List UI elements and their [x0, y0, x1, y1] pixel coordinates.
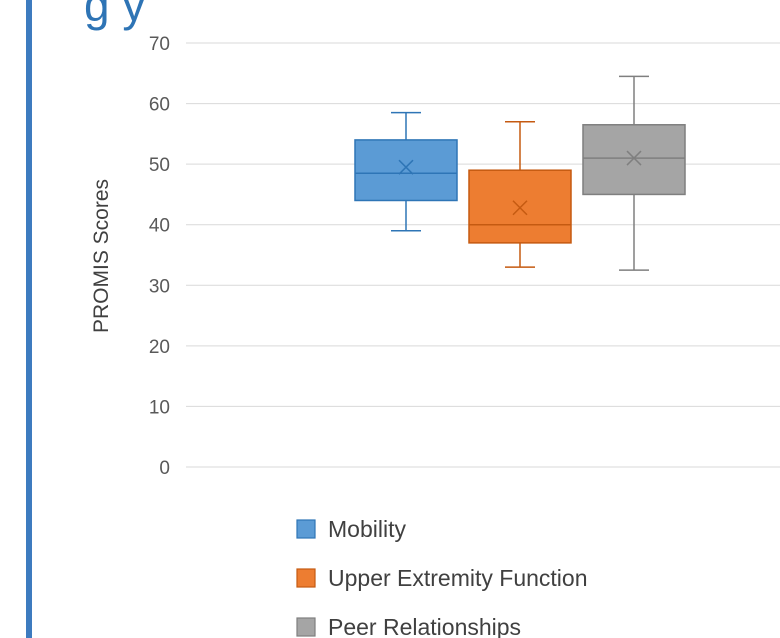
y-tick-label-0: 0	[159, 458, 170, 479]
y-tick-label-70: 70	[149, 34, 170, 55]
y-tick-label-10: 10	[149, 397, 170, 418]
mean-marker	[512, 200, 528, 216]
box-peer-relationships	[582, 75, 686, 271]
slide-title-fragment: g y	[84, 0, 146, 31]
legend-label: Upper Extremity Function	[328, 565, 587, 591]
iqr-box	[582, 124, 686, 196]
legend-item-peer-relationships: Peer Relationships	[296, 614, 521, 638]
legend: Mobility Upper Extremity Function Peer Rel…	[296, 516, 587, 638]
legend-label: Peer Relationships	[328, 614, 521, 638]
iqr-box	[354, 139, 458, 202]
slide-left-border	[26, 0, 32, 638]
box-upper-extremity-function	[468, 120, 572, 268]
legend-item-upper-extremity-function: Upper Extremity Function	[296, 565, 587, 591]
legend-swatch	[296, 568, 316, 588]
mean-marker	[398, 159, 414, 175]
iqr-box	[468, 169, 572, 244]
y-tick-label-50: 50	[149, 155, 170, 176]
y-axis-title: PROMIS Scores	[90, 179, 113, 333]
legend-label: Mobility	[328, 516, 406, 542]
y-tick-label-40: 40	[149, 216, 170, 237]
box-series	[354, 75, 686, 271]
y-tick-label-60: 60	[149, 95, 170, 116]
legend-swatch	[296, 617, 316, 637]
legend-item-mobility: Mobility	[296, 516, 406, 542]
y-tick-label-30: 30	[149, 276, 170, 297]
gridlines	[186, 42, 780, 468]
y-tick-labels: 0 10 20 30 40 50 60 70	[149, 34, 170, 479]
box-mobility	[354, 111, 458, 232]
y-tick-label-20: 20	[149, 337, 170, 358]
legend-swatch	[296, 519, 316, 539]
mean-marker	[626, 150, 642, 166]
